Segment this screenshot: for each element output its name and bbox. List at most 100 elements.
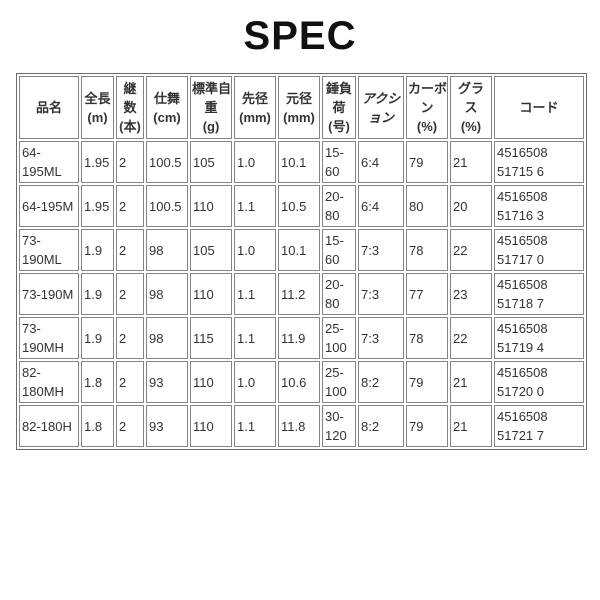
cell-code: 4516508 51716 3 [494, 185, 584, 227]
cell-weight-g: 110 [190, 273, 232, 315]
cell-tip-dia-mm: 1.1 [234, 273, 276, 315]
cell-carbon-pct: 77 [406, 273, 448, 315]
header-line: 錘負 [325, 81, 352, 96]
cell-tip-dia-mm: 1.0 [234, 141, 276, 183]
cell-product: 64-195ML [19, 141, 79, 183]
cell-butt-dia-mm: 11.8 [278, 405, 320, 447]
header-line: (%) [416, 119, 438, 134]
col-header-code: コード [494, 76, 584, 139]
cell-product: 64-195M [19, 185, 79, 227]
cell-pieces: 2 [116, 229, 144, 271]
header-line: ン [420, 100, 434, 115]
cell-action: 8:2 [358, 361, 404, 403]
header-line: (mm) [283, 109, 315, 125]
cell-sinker-load: 15-60 [322, 141, 356, 183]
cell-pieces: 2 [116, 405, 144, 447]
cell-length-m: 1.9 [81, 229, 114, 271]
header-row: 品名 全長 (m) 継数 (本) 仕舞 (cm) 標準自重 (g) 先径 (mm) 元径 (mm) 錘負荷… [19, 76, 584, 139]
cell-carbon-pct: 79 [406, 405, 448, 447]
cell-pieces: 2 [116, 141, 144, 183]
cell-product: 82-180MH [19, 361, 79, 403]
cell-action: 7:3 [358, 229, 404, 271]
col-header-sinker-load: 錘負荷 (号) [322, 76, 356, 139]
table-row: 82-180MH 1.8 2 93 110 1.0 10.6 25-100 8:2 79 21 451… [19, 361, 584, 403]
cell-butt-dia-mm: 10.1 [278, 141, 320, 183]
header-line: 重 [204, 100, 218, 115]
cell-sinker-load: 20-80 [322, 185, 356, 227]
col-header-weight-g: 標準自重 (g) [190, 76, 232, 139]
cell-pieces: 2 [116, 361, 144, 403]
cell-product: 73-190MH [19, 317, 79, 359]
cell-length-m: 1.9 [81, 273, 114, 315]
col-header-closed-length-cm: 仕舞 (cm) [146, 76, 188, 139]
header-line: ョン [367, 109, 394, 125]
cell-product: 82-180H [19, 405, 79, 447]
col-header-carbon-pct: カーボン (%) [406, 76, 448, 139]
col-header-pieces: 継数 (本) [116, 76, 144, 139]
table-row: 64-195M 1.95 2 100.5 110 1.1 10.5 20-80 6:4 80 20 4… [19, 185, 584, 227]
cell-action: 8:2 [358, 405, 404, 447]
cell-code: 4516508 51715 6 [494, 141, 584, 183]
header-line: 仕舞 [153, 90, 180, 106]
header-line: グラ [457, 81, 484, 96]
cell-glass-pct: 21 [450, 141, 492, 183]
header-line: カーボ [408, 81, 448, 96]
spec-table: 品名 全長 (m) 継数 (本) 仕舞 (cm) 標準自重 (g) 先径 (mm) 元径 (mm) 錘負荷… [16, 73, 587, 450]
cell-length-m: 1.8 [81, 361, 114, 403]
cell-closed-length-cm: 98 [146, 273, 188, 315]
header-line: 全長 [84, 90, 111, 106]
cell-action: 7:3 [358, 273, 404, 315]
header-line: 品名 [35, 100, 62, 115]
cell-length-m: 1.8 [81, 405, 114, 447]
cell-butt-dia-mm: 10.1 [278, 229, 320, 271]
cell-weight-g: 115 [190, 317, 232, 359]
cell-glass-pct: 20 [450, 185, 492, 227]
cell-closed-length-cm: 93 [146, 361, 188, 403]
table-row: 73-190MH 1.9 2 98 115 1.1 11.9 25-100 7:3 78 22 451… [19, 317, 584, 359]
cell-weight-g: 110 [190, 361, 232, 403]
cell-length-m: 1.95 [81, 185, 114, 227]
cell-weight-g: 105 [190, 141, 232, 183]
cell-glass-pct: 21 [450, 405, 492, 447]
cell-sinker-load: 25-100 [322, 317, 356, 359]
cell-sinker-load: 25-100 [322, 361, 356, 403]
cell-glass-pct: 23 [450, 273, 492, 315]
cell-carbon-pct: 78 [406, 317, 448, 359]
cell-pieces: 2 [116, 317, 144, 359]
cell-butt-dia-mm: 11.2 [278, 273, 320, 315]
cell-sinker-load: 20-80 [322, 273, 356, 315]
cell-glass-pct: 22 [450, 229, 492, 271]
cell-code: 4516508 51718 7 [494, 273, 584, 315]
cell-closed-length-cm: 93 [146, 405, 188, 447]
col-header-tip-dia-mm: 先径 (mm) [234, 76, 276, 139]
cell-action: 6:4 [358, 141, 404, 183]
cell-glass-pct: 22 [450, 317, 492, 359]
cell-code: 4516508 51721 7 [494, 405, 584, 447]
cell-closed-length-cm: 100.5 [146, 185, 188, 227]
cell-carbon-pct: 78 [406, 229, 448, 271]
header-line: 標準自 [192, 81, 232, 96]
cell-weight-g: 110 [190, 185, 232, 227]
cell-butt-dia-mm: 10.6 [278, 361, 320, 403]
col-header-butt-dia-mm: 元径 (mm) [278, 76, 320, 139]
cell-tip-dia-mm: 1.0 [234, 229, 276, 271]
col-header-glass-pct: グラス (%) [450, 76, 492, 139]
cell-tip-dia-mm: 1.1 [234, 405, 276, 447]
cell-code: 4516508 51717 0 [494, 229, 584, 271]
header-line: 先径 [241, 90, 268, 106]
table-row: 73-190ML 1.9 2 98 105 1.0 10.1 15-60 7:3 78 22 4516… [19, 229, 584, 271]
cell-tip-dia-mm: 1.1 [234, 317, 276, 359]
header-line: 数 [123, 100, 137, 115]
cell-carbon-pct: 79 [406, 141, 448, 183]
cell-butt-dia-mm: 10.5 [278, 185, 320, 227]
cell-action: 6:4 [358, 185, 404, 227]
cell-closed-length-cm: 100.5 [146, 141, 188, 183]
header-line: (m) [87, 109, 108, 125]
cell-pieces: 2 [116, 273, 144, 315]
header-line: 荷 [332, 100, 346, 115]
header-line: 元径 [285, 90, 312, 106]
cell-butt-dia-mm: 11.9 [278, 317, 320, 359]
col-header-product: 品名 [19, 76, 79, 139]
header-line: 継 [123, 81, 137, 96]
cell-weight-g: 110 [190, 405, 232, 447]
